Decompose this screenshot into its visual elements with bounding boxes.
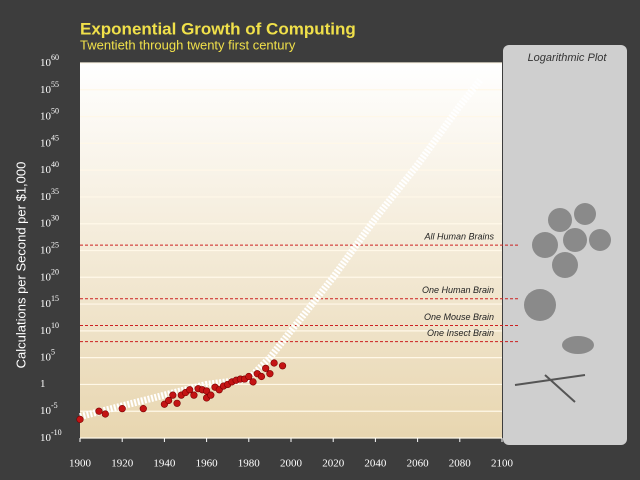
x-tick-label: 1940 xyxy=(153,458,176,470)
y-tick-label: 1010 xyxy=(40,321,59,337)
chart-subtitle: Twentieth through twenty first century xyxy=(80,37,296,52)
data-point xyxy=(262,364,270,372)
x-tick-label: 2040 xyxy=(364,458,387,470)
data-point xyxy=(207,391,215,399)
y-tick-label: 10-10 xyxy=(40,428,62,444)
panel-icons xyxy=(514,203,611,403)
y-tick-label: 1015 xyxy=(40,294,59,310)
data-point xyxy=(270,359,278,367)
x-tick-label: 2000 xyxy=(280,458,303,470)
x-tick-label: 1920 xyxy=(111,458,134,470)
x-tick-label: 2060 xyxy=(407,458,430,470)
panel-title: Logarithmic Plot xyxy=(528,52,608,64)
y-tick-label: 1030 xyxy=(40,214,59,230)
y-tick-label: 1045 xyxy=(40,133,59,149)
y-tick-label: 1 xyxy=(40,378,46,390)
x-tick-label: 2100 xyxy=(491,458,514,470)
chart-title: Exponential Growth of Computing xyxy=(80,19,356,38)
y-tick-label: 1035 xyxy=(40,187,59,203)
data-point xyxy=(173,399,181,407)
data-point xyxy=(186,386,194,394)
threshold-label: One Human Brain xyxy=(422,285,494,295)
y-tick-label: 1040 xyxy=(40,160,59,176)
y-tick-label: 1020 xyxy=(40,267,59,283)
x-tick-label: 1900 xyxy=(69,458,92,470)
y-tick-label: 105 xyxy=(40,347,55,363)
data-point xyxy=(76,415,84,423)
threshold-label: One Mouse Brain xyxy=(424,312,494,322)
data-point xyxy=(95,407,103,415)
y-tick-label: 1025 xyxy=(40,240,59,256)
data-point xyxy=(278,362,287,370)
data-point xyxy=(249,378,257,386)
x-tick-label: 1980 xyxy=(238,458,261,470)
y-tick-label: 1055 xyxy=(40,80,59,96)
data-point xyxy=(101,410,109,418)
data-point xyxy=(165,396,173,405)
threshold-label: All Human Brains xyxy=(423,232,494,242)
data-point xyxy=(190,391,198,399)
y-tick-label: 10-5 xyxy=(40,401,58,417)
data-point xyxy=(139,405,147,413)
data-point xyxy=(257,372,266,381)
data-point xyxy=(266,370,274,378)
x-tick-label: 2080 xyxy=(449,458,472,470)
x-tick-label: 1960 xyxy=(196,458,219,470)
data-point xyxy=(245,372,253,381)
y-tick-label: 1050 xyxy=(40,106,59,122)
y-tick-label: 1060 xyxy=(40,53,59,69)
x-tick-label: 2020 xyxy=(322,458,345,470)
y-axis-title: Calculations per Second per $1,000 xyxy=(13,162,28,369)
threshold-label: One Insect Brain xyxy=(427,328,494,338)
data-point xyxy=(118,405,126,413)
data-point xyxy=(169,391,177,399)
